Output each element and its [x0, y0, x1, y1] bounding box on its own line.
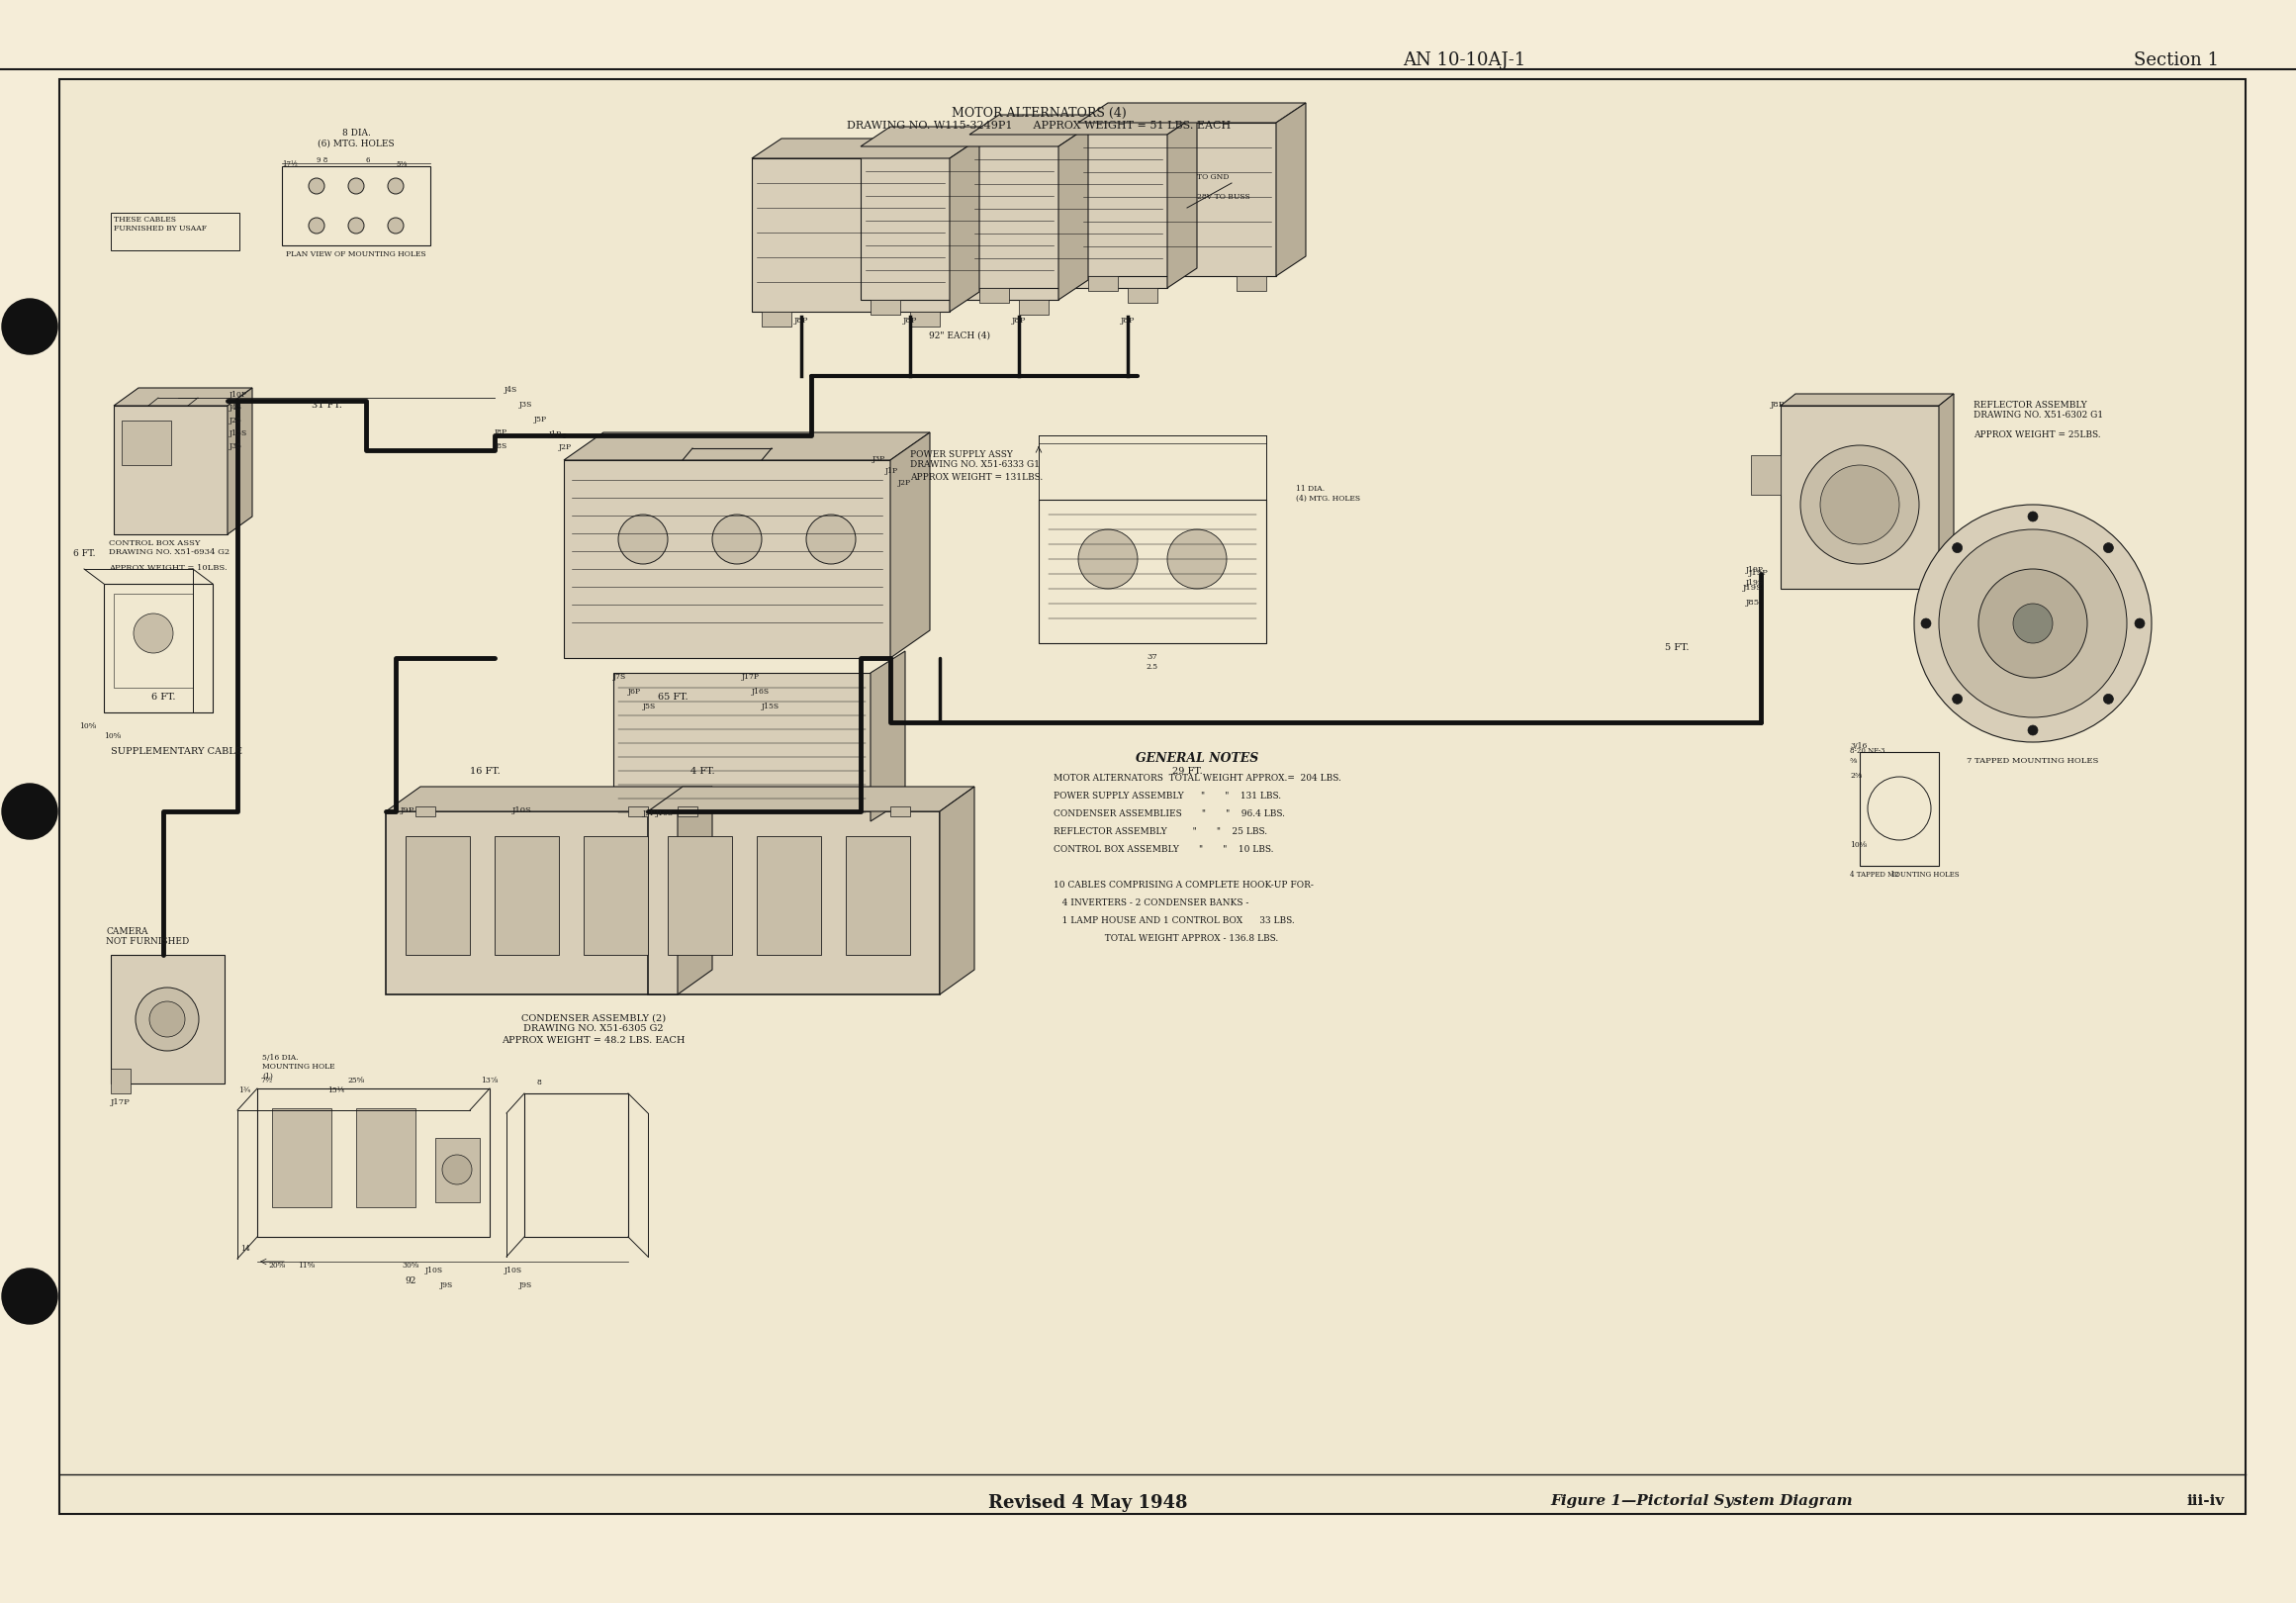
Text: TOTAL WEIGHT APPROX - 136.8 LBS.: TOTAL WEIGHT APPROX - 136.8 LBS.: [1054, 935, 1279, 943]
Circle shape: [1938, 529, 2126, 718]
Circle shape: [349, 178, 365, 194]
Text: J10S: J10S: [512, 806, 533, 814]
Polygon shape: [969, 115, 1196, 135]
Bar: [613, 673, 870, 821]
Circle shape: [1079, 529, 1137, 588]
Circle shape: [2, 298, 57, 354]
Text: 65 FT.: 65 FT.: [657, 692, 689, 702]
Polygon shape: [891, 433, 930, 657]
Text: J3S: J3S: [519, 401, 533, 409]
Circle shape: [618, 515, 668, 564]
Bar: [1860, 752, 1938, 866]
Bar: [980, 289, 1008, 303]
Polygon shape: [677, 787, 712, 994]
Circle shape: [2, 784, 57, 838]
Text: J85: J85: [1745, 598, 1761, 606]
Bar: [115, 593, 193, 688]
Circle shape: [2103, 543, 2112, 553]
Bar: [257, 1088, 489, 1238]
Text: CONDENSER ASSEMBLY (2)
DRAWING NO. X51-6305 G2: CONDENSER ASSEMBLY (2) DRAWING NO. X51-6…: [521, 1015, 666, 1034]
Bar: [110, 1069, 131, 1093]
Text: CONTROL BOX ASSY
DRAWING NO. X51-6934 G2: CONTROL BOX ASSY DRAWING NO. X51-6934 G2: [108, 539, 230, 556]
Bar: [1079, 123, 1277, 276]
Text: 1¾: 1¾: [239, 1087, 250, 1095]
Bar: [758, 837, 822, 955]
Bar: [677, 806, 698, 816]
Bar: [1127, 289, 1157, 303]
Text: J19S: J19S: [1745, 579, 1763, 587]
Text: APPROX WEIGHT = 10LBS.: APPROX WEIGHT = 10LBS.: [108, 564, 227, 572]
Polygon shape: [951, 138, 980, 311]
Bar: [845, 837, 909, 955]
Text: 28V TO BUSS: 28V TO BUSS: [1196, 192, 1249, 200]
Text: J3P: J3P: [872, 455, 886, 463]
Text: SUPPLEMENTARY CABLE: SUPPLEMENTARY CABLE: [110, 747, 243, 757]
Text: J19P: J19P: [1750, 569, 1768, 577]
Text: J6P: J6P: [629, 688, 641, 696]
Bar: [1038, 500, 1265, 643]
Text: J19P: J19P: [1745, 566, 1763, 574]
Text: AN 10-10AJ-1: AN 10-10AJ-1: [1403, 51, 1525, 69]
Text: TO GND: TO GND: [1196, 173, 1228, 181]
Text: 11⅝: 11⅝: [298, 1262, 315, 1270]
Text: J25: J25: [230, 417, 243, 425]
Text: THESE CABLES
FURNISHED BY USAAF: THESE CABLES FURNISHED BY USAAF: [115, 216, 207, 232]
Bar: [386, 811, 677, 994]
Ellipse shape: [1821, 465, 1899, 545]
Ellipse shape: [1800, 446, 1919, 564]
Text: REFLECTOR ASSEMBLY
DRAWING NO. X51-6302 G1: REFLECTOR ASSEMBLY DRAWING NO. X51-6302 …: [1975, 401, 2103, 420]
Text: J10S: J10S: [425, 1266, 443, 1274]
Text: 10⅝: 10⅝: [78, 723, 96, 731]
Bar: [356, 1108, 416, 1207]
Bar: [436, 1138, 480, 1202]
Text: MOTOR ALTERNATORS (4): MOTOR ALTERNATORS (4): [951, 107, 1125, 120]
Polygon shape: [861, 127, 1088, 146]
Bar: [282, 167, 429, 245]
Text: J15S: J15S: [762, 702, 781, 710]
Circle shape: [133, 614, 172, 652]
Bar: [494, 837, 558, 955]
Text: 6 FT.: 6 FT.: [152, 692, 174, 702]
Text: 4 INVERTERS - 2 CONDENSER BANKS -: 4 INVERTERS - 2 CONDENSER BANKS -: [1054, 898, 1249, 907]
Bar: [909, 311, 939, 327]
Circle shape: [806, 515, 856, 564]
Text: 25⅝: 25⅝: [347, 1077, 365, 1085]
Circle shape: [1915, 505, 2151, 742]
Text: CONTROL BOX ASSEMBLY       "       "    10 LBS.: CONTROL BOX ASSEMBLY " " 10 LBS.: [1054, 845, 1274, 854]
Polygon shape: [565, 433, 930, 460]
Text: J9P: J9P: [643, 810, 657, 818]
Text: CONDENSER ASSEMBLIES       "       "    96.4 LBS.: CONDENSER ASSEMBLIES " " 96.4 LBS.: [1054, 810, 1286, 818]
Text: 14: 14: [241, 1246, 250, 1252]
Text: 12: 12: [1890, 870, 1899, 878]
Text: J13S: J13S: [230, 430, 248, 438]
Polygon shape: [751, 138, 980, 159]
Circle shape: [308, 178, 324, 194]
Text: 5/16 DIA.
MOUNTING HOLE
(1): 5/16 DIA. MOUNTING HOLE (1): [262, 1053, 335, 1080]
Text: J5S: J5S: [643, 702, 657, 710]
Text: 30⅝: 30⅝: [402, 1262, 420, 1270]
Text: 92" EACH (4): 92" EACH (4): [930, 332, 990, 340]
Circle shape: [2, 1268, 57, 1324]
Bar: [416, 806, 436, 816]
Polygon shape: [647, 787, 974, 811]
Polygon shape: [870, 651, 905, 821]
Text: 4 TAPPED MOUNTING HOLES: 4 TAPPED MOUNTING HOLES: [1851, 870, 1958, 878]
Text: J2P: J2P: [898, 479, 912, 487]
Text: J8P: J8P: [794, 317, 808, 324]
Bar: [523, 1093, 629, 1238]
Circle shape: [349, 218, 365, 234]
Text: J1P: J1P: [886, 466, 898, 474]
Text: J9S: J9S: [441, 1281, 452, 1289]
Text: iii-iv: iii-iv: [2188, 1494, 2225, 1508]
Text: J8P: J8P: [494, 428, 507, 436]
Text: J8P: J8P: [1120, 317, 1134, 324]
Text: 7½: 7½: [262, 1077, 273, 1085]
Bar: [103, 583, 214, 712]
Polygon shape: [1938, 394, 1954, 588]
Bar: [271, 1108, 331, 1207]
Text: APPROX WEIGHT = 48.2 LBS. EACH: APPROX WEIGHT = 48.2 LBS. EACH: [503, 1036, 684, 1045]
Text: (4) MTG. HOLES: (4) MTG. HOLES: [1295, 495, 1359, 503]
Polygon shape: [1058, 127, 1088, 300]
Text: PLAN VIEW OF MOUNTING HOLES: PLAN VIEW OF MOUNTING HOLES: [287, 250, 427, 258]
Text: 37: 37: [1148, 652, 1157, 660]
